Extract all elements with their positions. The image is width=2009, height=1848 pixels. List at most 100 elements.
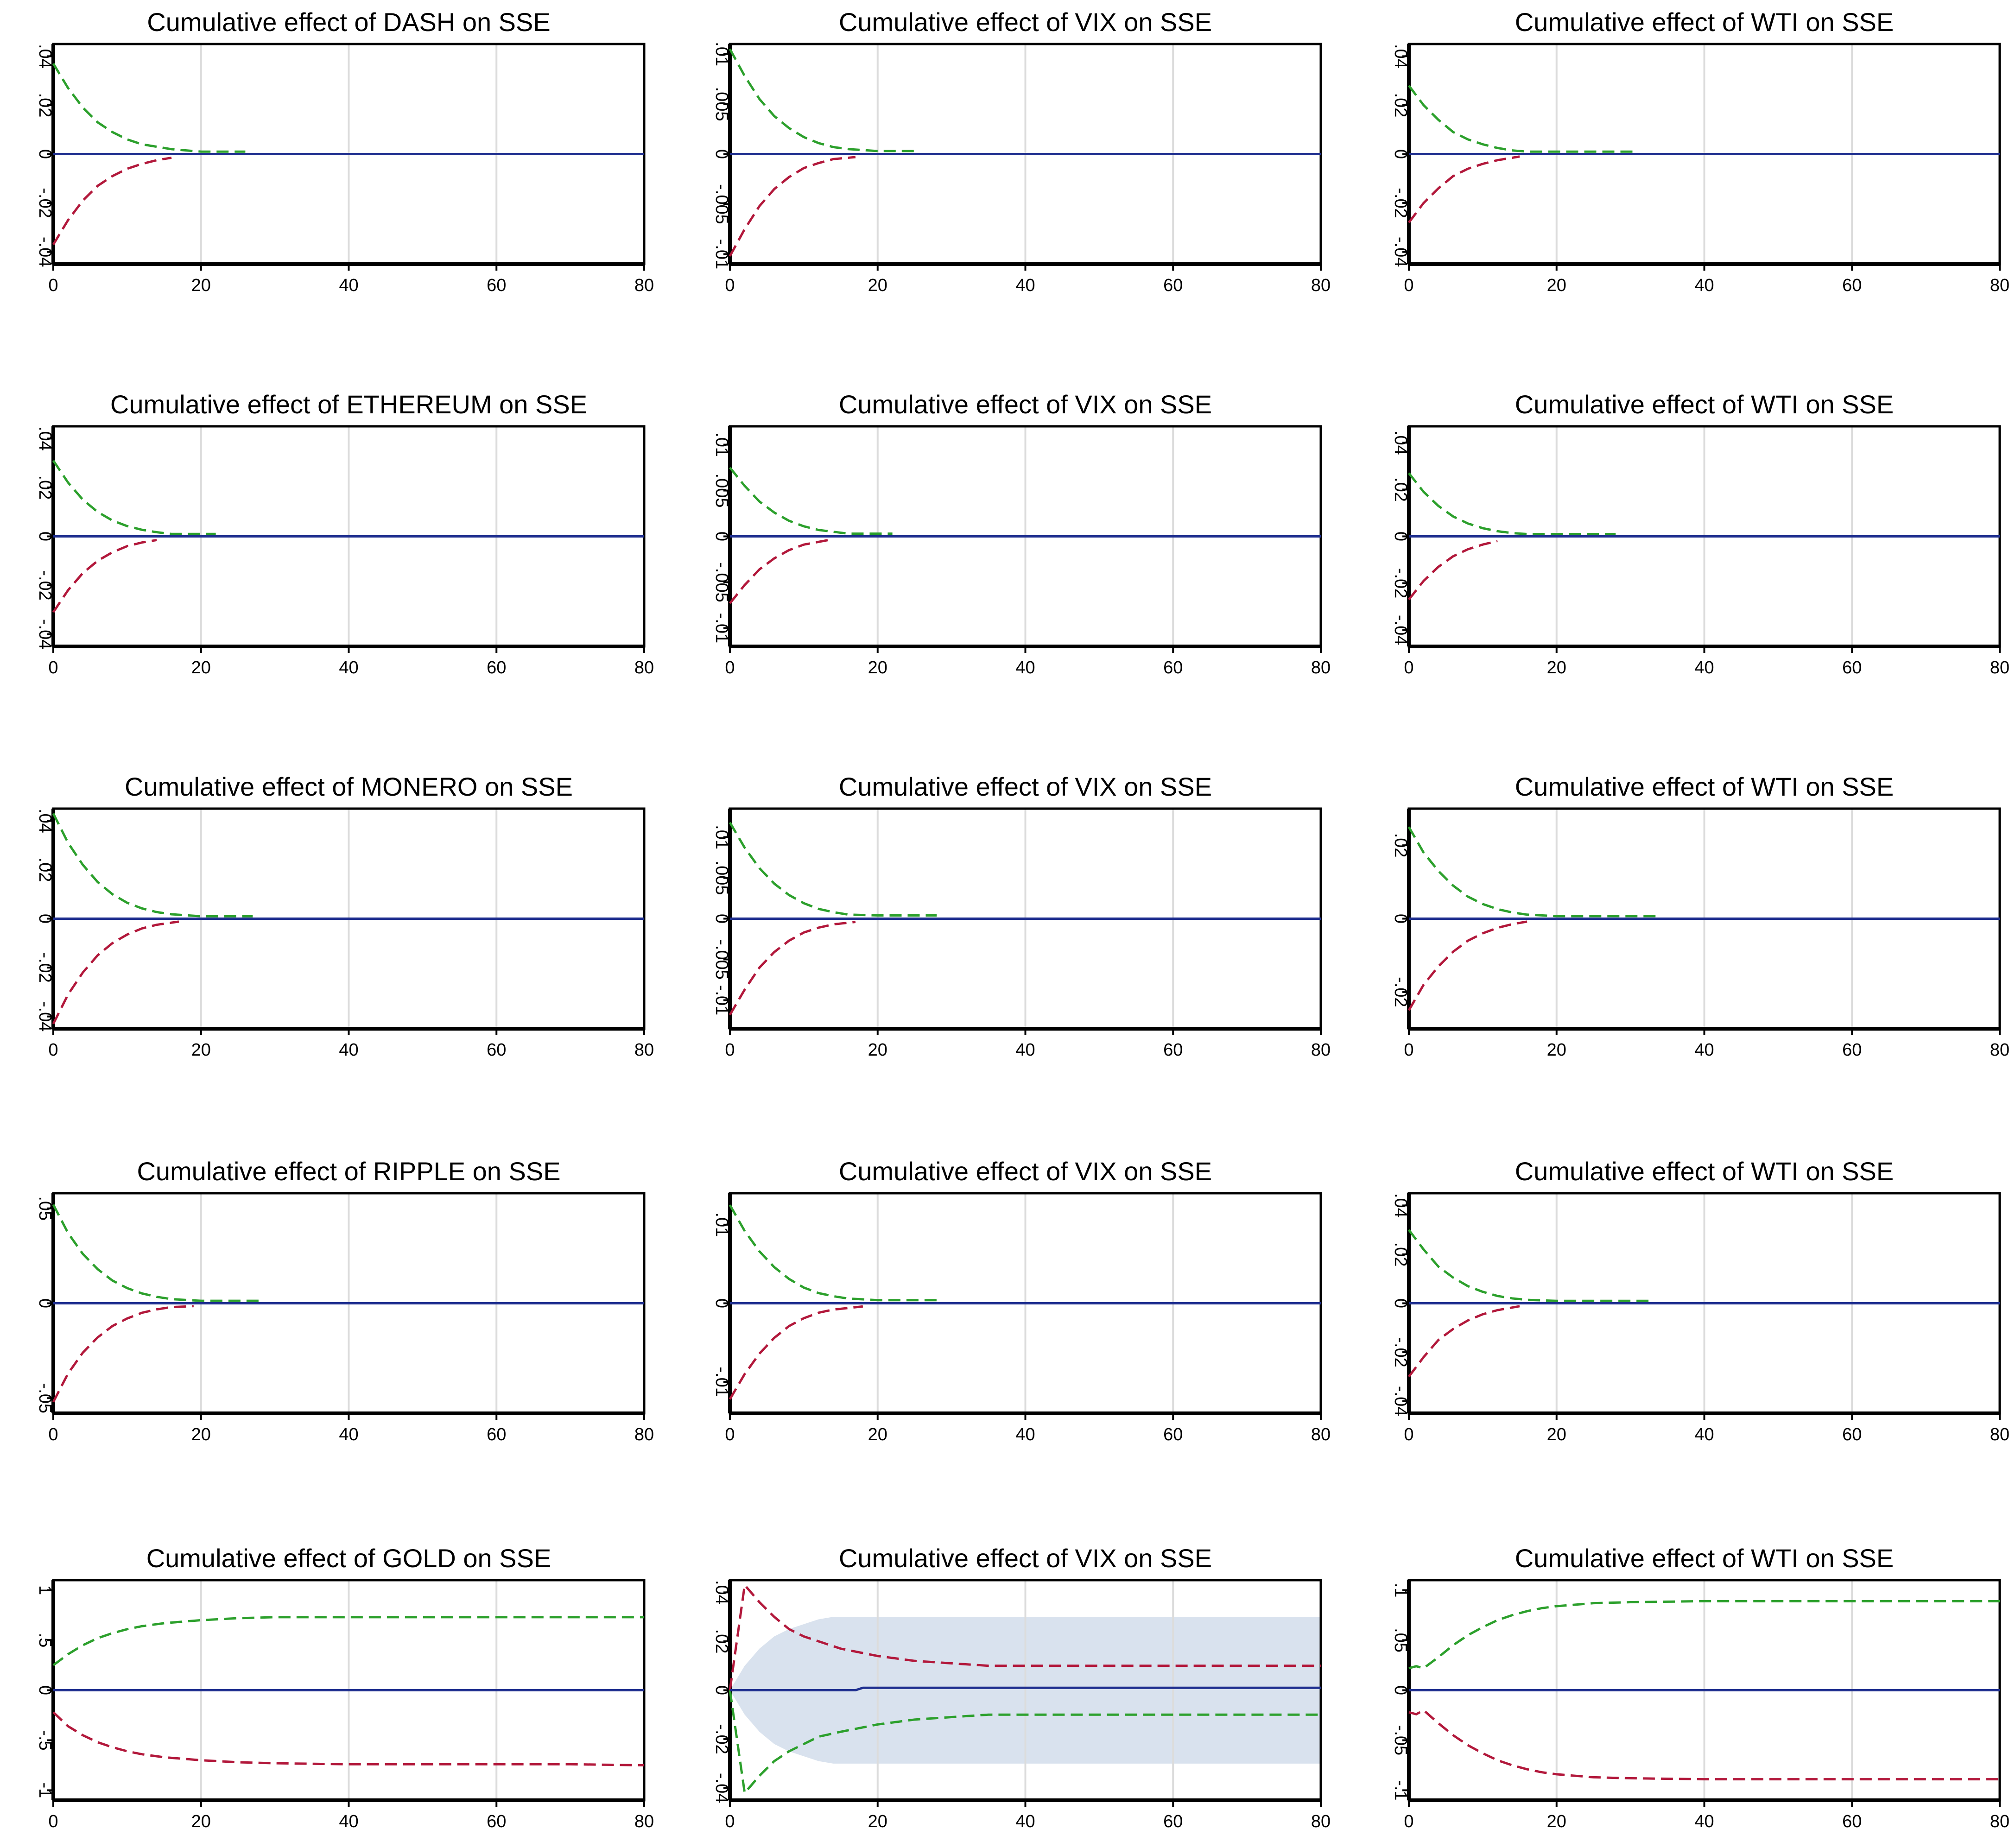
x-tick-label: 0 [1404,658,1413,677]
y-tick-label: -.04 [35,237,55,267]
y-tick-label: -.02 [712,1724,731,1754]
y-tick-label: 0 [35,149,55,159]
y-tick-label: -.02 [1391,568,1410,598]
x-tick-label: 60 [1842,1040,1862,1060]
x-tick-label: 0 [1404,1812,1413,1831]
chart-panel: Cumulative effect of WTI on SSE 0 20 40 60 80… [1391,390,2009,677]
upper-bound-line [729,822,937,917]
x-tick-label: 80 [1311,658,1331,677]
y-tick-label: -.02 [1391,188,1410,218]
x-tick-label: 0 [725,1812,735,1831]
chart-title: Cumulative effect of ETHEREUM on SSE [110,390,587,419]
y-tick-label: .1 [1391,1583,1410,1598]
y-tick-label: 0 [35,532,55,541]
y-tick-label: 0 [712,532,731,541]
x-tick-label: 80 [1311,276,1331,295]
x-tick-label: 60 [1163,1425,1183,1444]
x-tick-label: 40 [1015,1812,1035,1831]
y-tick-label: -.04 [712,1773,731,1803]
lower-bound-line [52,1711,645,1766]
chart-panel: Cumulative effect of VIX on SSE 0 20 40 60 80… [712,1544,1331,1831]
x-tick-label: 20 [1547,1812,1566,1831]
lower-bound-line [52,920,179,1025]
upper-bound-line [52,1616,644,1666]
y-tick-label: -.005 [712,939,731,980]
x-tick-label: 20 [191,1812,211,1831]
y-tick-label: -.02 [35,188,55,218]
chart-title: Cumulative effect of MONERO on SSE [125,772,573,801]
upper-bound-line [1408,1229,1653,1302]
y-tick-label: 0 [35,1298,55,1308]
y-tick-label: 0 [712,914,731,924]
chart-title: Cumulative effect of WTI on SSE [1515,1544,1894,1573]
chart-title: Cumulative effect of VIX on SSE [839,7,1212,37]
y-tick-label: .02 [1391,93,1410,118]
lower-bound-line [729,156,856,257]
chart-panel: Cumulative effect of VIX on SSE 0 20 40 60 80… [712,1157,1331,1444]
y-tick-label: -.04 [1391,615,1410,645]
x-tick-label: 0 [1404,1040,1413,1060]
y-tick-label: -.04 [1391,237,1410,267]
y-tick-label: -1 [35,1783,55,1798]
x-tick-label: 60 [1842,1425,1862,1444]
x-tick-label: 80 [1990,1812,2009,1831]
x-tick-label: 40 [339,1425,358,1444]
x-tick-label: 80 [1311,1812,1331,1831]
y-tick-label: 0 [712,1685,731,1695]
y-tick-label: 0 [712,149,731,159]
x-tick-label: 60 [487,1425,506,1444]
y-tick-label: 0 [1391,1298,1410,1308]
y-tick-label: 0 [1391,149,1410,159]
y-tick-label: -.01 [712,985,731,1015]
chart-title: Cumulative effect of WTI on SSE [1515,7,1894,37]
y-tick-label: .01 [712,825,731,849]
y-tick-label: .005 [712,861,731,895]
x-tick-label: 80 [634,276,654,295]
x-tick-label: 80 [1311,1425,1331,1444]
chart-title: Cumulative effect of VIX on SSE [839,1544,1212,1573]
y-tick-label: .04 [35,809,55,833]
y-tick-label: .02 [712,1629,731,1654]
lower-bound-line [1407,920,1527,1011]
chart-title: Cumulative effect of VIX on SSE [839,1157,1212,1186]
x-tick-label: 0 [48,1040,58,1060]
x-tick-label: 0 [725,276,735,295]
x-tick-label: 60 [1842,276,1862,295]
x-tick-label: 80 [634,1425,654,1444]
upper-bound-line [729,467,893,535]
lower-bound-line [52,156,172,246]
x-tick-label: 80 [1311,1040,1331,1060]
chart-title: Cumulative effect of WTI on SSE [1515,772,1894,801]
x-tick-label: 80 [634,658,654,677]
y-tick-label: -.005 [712,184,731,224]
y-tick-label: .02 [1391,833,1410,858]
x-tick-label: 20 [191,276,211,295]
x-tick-label: 0 [725,658,735,677]
y-tick-label: .02 [35,475,55,500]
lower-bound-line [52,1305,194,1403]
x-tick-label: 40 [1015,276,1035,295]
y-tick-label: -.05 [1391,1725,1410,1755]
chart-panel: Cumulative effect of RIPPLE on SSE 0 20 40 6… [35,1157,654,1444]
x-tick-label: 20 [1547,1040,1566,1060]
x-tick-label: 40 [1015,658,1035,677]
x-tick-label: 80 [1990,276,2009,295]
y-tick-label: -.02 [1391,1337,1410,1367]
lower-bound-line [729,1305,863,1400]
x-tick-label: 60 [1163,276,1183,295]
upper-bound-line [1408,1600,2000,1670]
chart-panel: Cumulative effect of VIX on SSE 0 20 40 60 80… [712,390,1331,677]
lower-bound-line [1408,1305,1520,1378]
x-tick-label: 0 [48,276,58,295]
x-tick-label: 40 [1694,1040,1714,1060]
chart-panel: Cumulative effect of VIX on SSE 0 20 40 60 80… [712,772,1331,1060]
lower-bound-line [52,538,157,613]
lower-bound-line [1408,540,1498,601]
chart-panel: Cumulative effect of WTI on SSE 0 20 40 60 80… [1391,1157,2009,1444]
upper-bound-line [729,1204,937,1302]
y-tick-label: -.02 [1391,977,1410,1007]
upper-bound-line [52,460,216,535]
x-tick-label: 20 [868,658,887,677]
y-tick-label: .04 [1391,430,1410,455]
